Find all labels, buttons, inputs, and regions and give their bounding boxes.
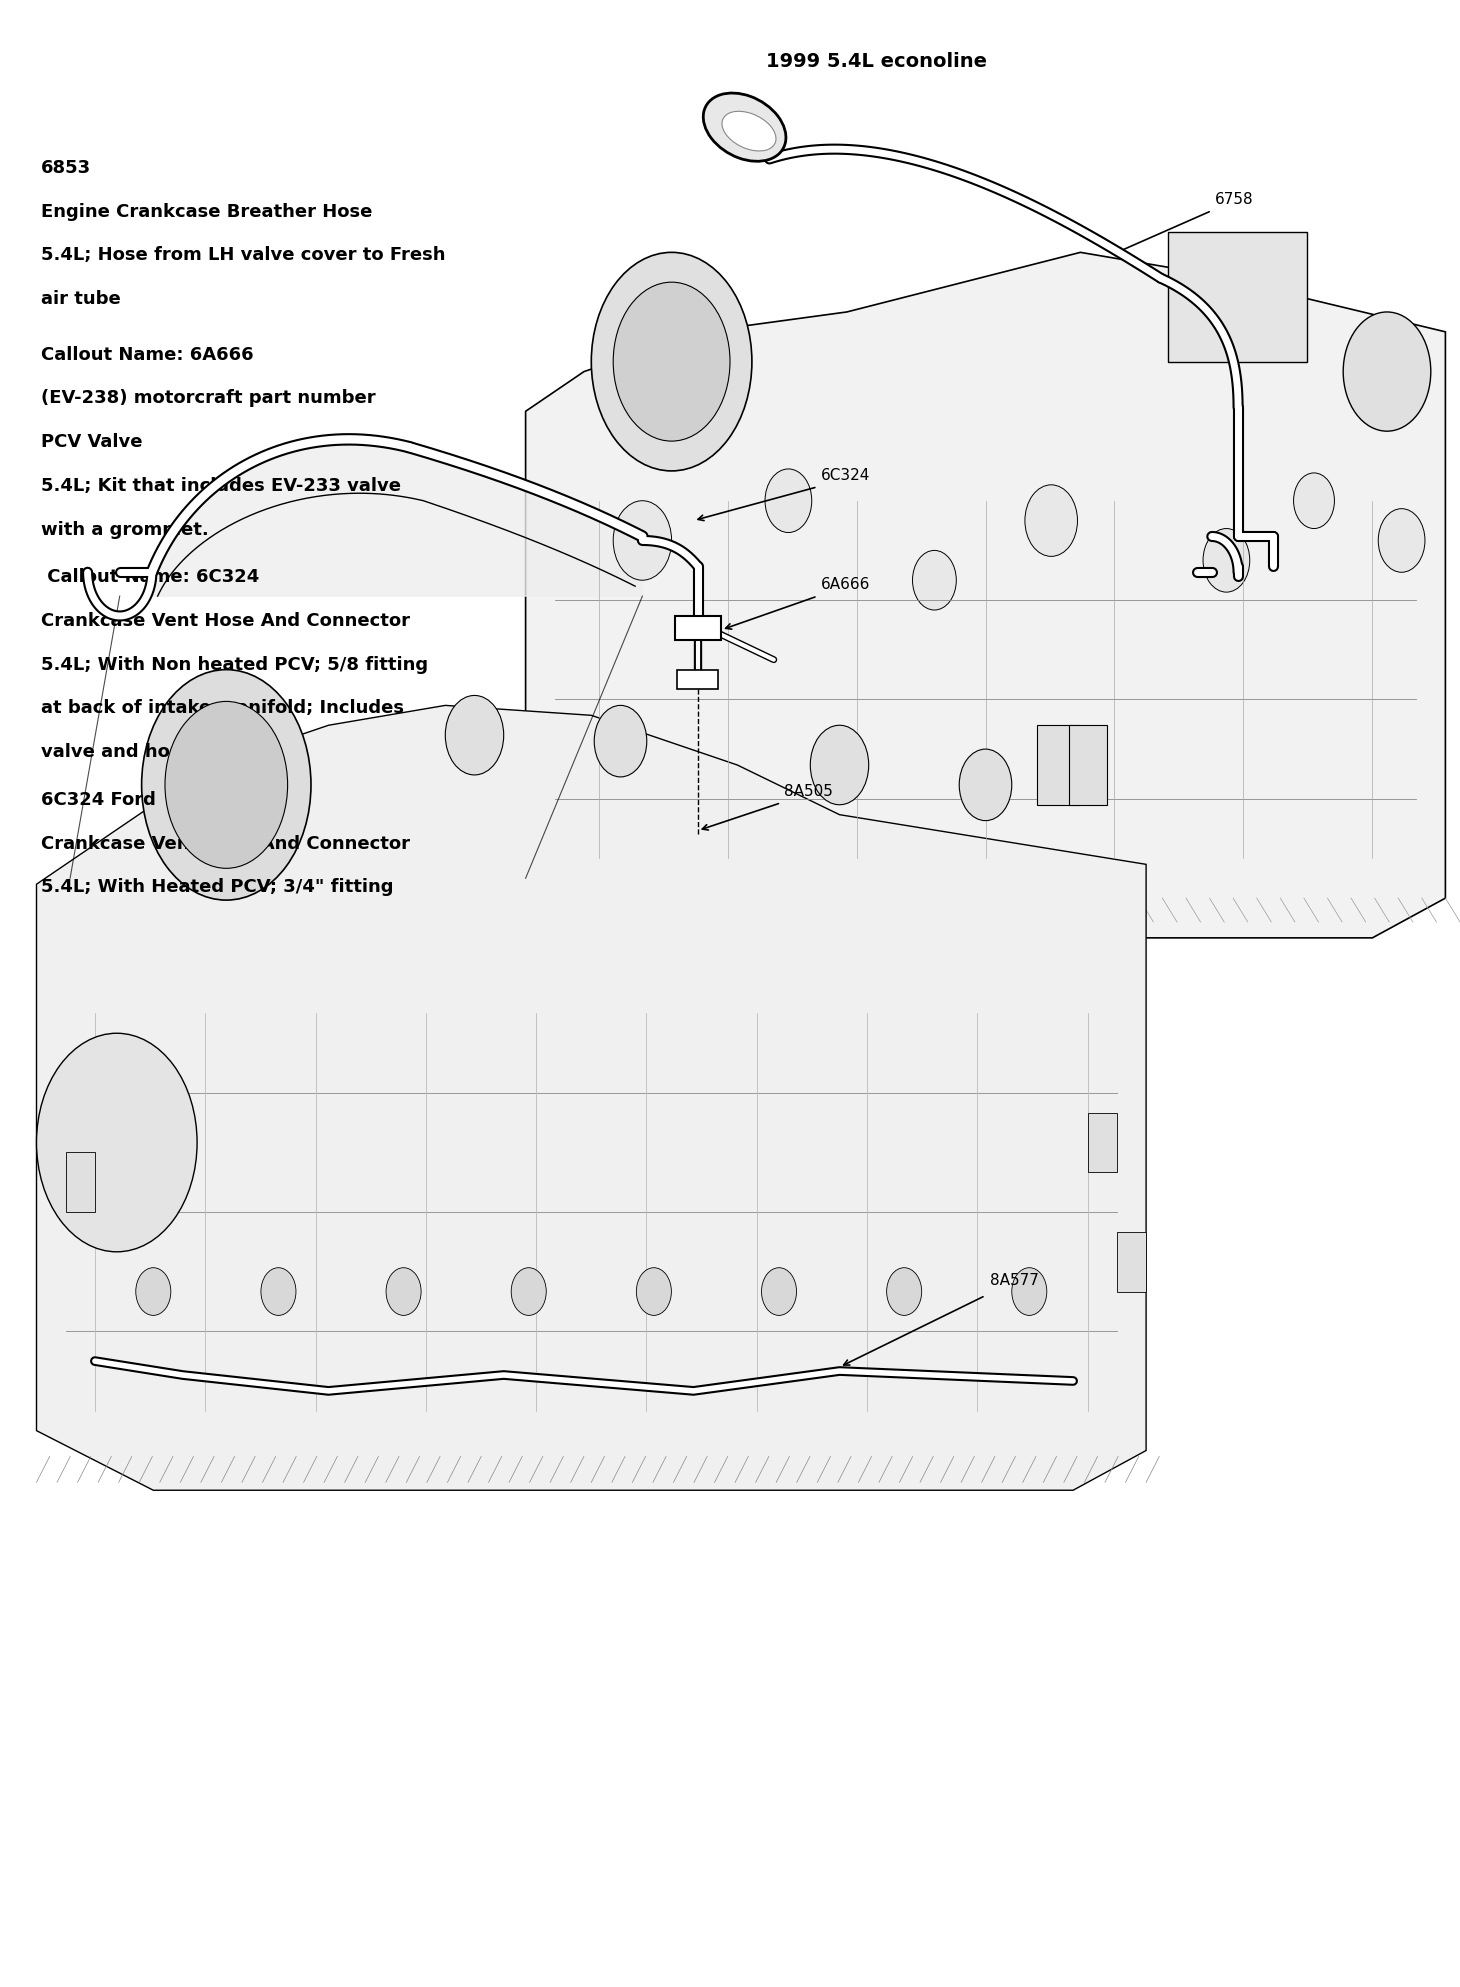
Text: 6C324 Ford: 6C324 Ford [41,791,156,809]
Circle shape [810,725,869,805]
Text: 6A666: 6A666 [821,576,870,592]
Bar [675,616,721,640]
Circle shape [591,252,752,471]
Text: Callout Name: 6C324: Callout Name: 6C324 [41,568,258,586]
Polygon shape [152,439,642,596]
Circle shape [912,550,956,610]
Circle shape [261,1268,296,1315]
Text: with a grommet.: with a grommet. [41,521,209,538]
Ellipse shape [723,111,775,151]
Circle shape [136,1268,171,1315]
Text: Crankcase Vent Hose And Connector: Crankcase Vent Hose And Connector [41,612,410,630]
Circle shape [165,701,288,868]
Circle shape [1343,312,1431,431]
Circle shape [959,749,1012,821]
Polygon shape [36,705,1146,1490]
Circle shape [1378,509,1425,572]
Circle shape [594,705,647,777]
Text: 1999 5.4L econoline: 1999 5.4L econoline [765,52,987,72]
Bar [66,1152,95,1212]
Circle shape [36,1033,197,1252]
Circle shape [762,1268,797,1315]
Bar [1168,232,1307,362]
Text: valve and hose.: valve and hose. [41,743,200,761]
Bar [1069,725,1107,805]
Text: at back of intake manifold; Includes: at back of intake manifold; Includes [41,699,404,717]
Bar [1088,1113,1117,1172]
Circle shape [1012,1268,1047,1315]
Circle shape [1025,485,1077,556]
Circle shape [511,1268,546,1315]
Circle shape [637,1268,672,1315]
Circle shape [385,1268,420,1315]
Text: 5.4L; With Non heated PCV; 5/8 fitting: 5.4L; With Non heated PCV; 5/8 fitting [41,656,428,674]
Text: 6C324: 6C324 [821,467,870,483]
Circle shape [613,501,672,580]
Ellipse shape [704,93,785,161]
Text: 5.4L; Kit that includes EV-233 valve: 5.4L; Kit that includes EV-233 valve [41,477,402,495]
Text: 6758: 6758 [1215,191,1253,207]
Text: Callout Name: 6A666: Callout Name: 6A666 [41,346,254,364]
Text: Engine Crankcase Breather Hose: Engine Crankcase Breather Hose [41,203,372,221]
Circle shape [613,282,730,441]
Text: Crankcase Vent Hose And Connector: Crankcase Vent Hose And Connector [41,835,410,852]
Bar [677,670,718,689]
Circle shape [886,1268,921,1315]
Circle shape [1203,529,1250,592]
Circle shape [445,695,504,775]
Text: (EV-238) motorcraft part number: (EV-238) motorcraft part number [41,389,375,407]
Text: 5.4L; With Heated PCV; 3/4" fitting: 5.4L; With Heated PCV; 3/4" fitting [41,878,393,896]
Polygon shape [526,252,1445,938]
Text: 8A577: 8A577 [990,1272,1038,1288]
Bar [1037,725,1080,805]
Text: 5.4L; Hose from LH valve cover to Fresh: 5.4L; Hose from LH valve cover to Fresh [41,246,445,264]
Circle shape [1294,473,1334,529]
Text: 6853: 6853 [41,159,91,177]
Circle shape [765,469,812,533]
Bar [1117,1232,1146,1292]
Text: air tube: air tube [41,290,121,308]
Text: 8A505: 8A505 [784,783,832,799]
Text: PCV Valve: PCV Valve [41,433,143,451]
Circle shape [142,670,311,900]
